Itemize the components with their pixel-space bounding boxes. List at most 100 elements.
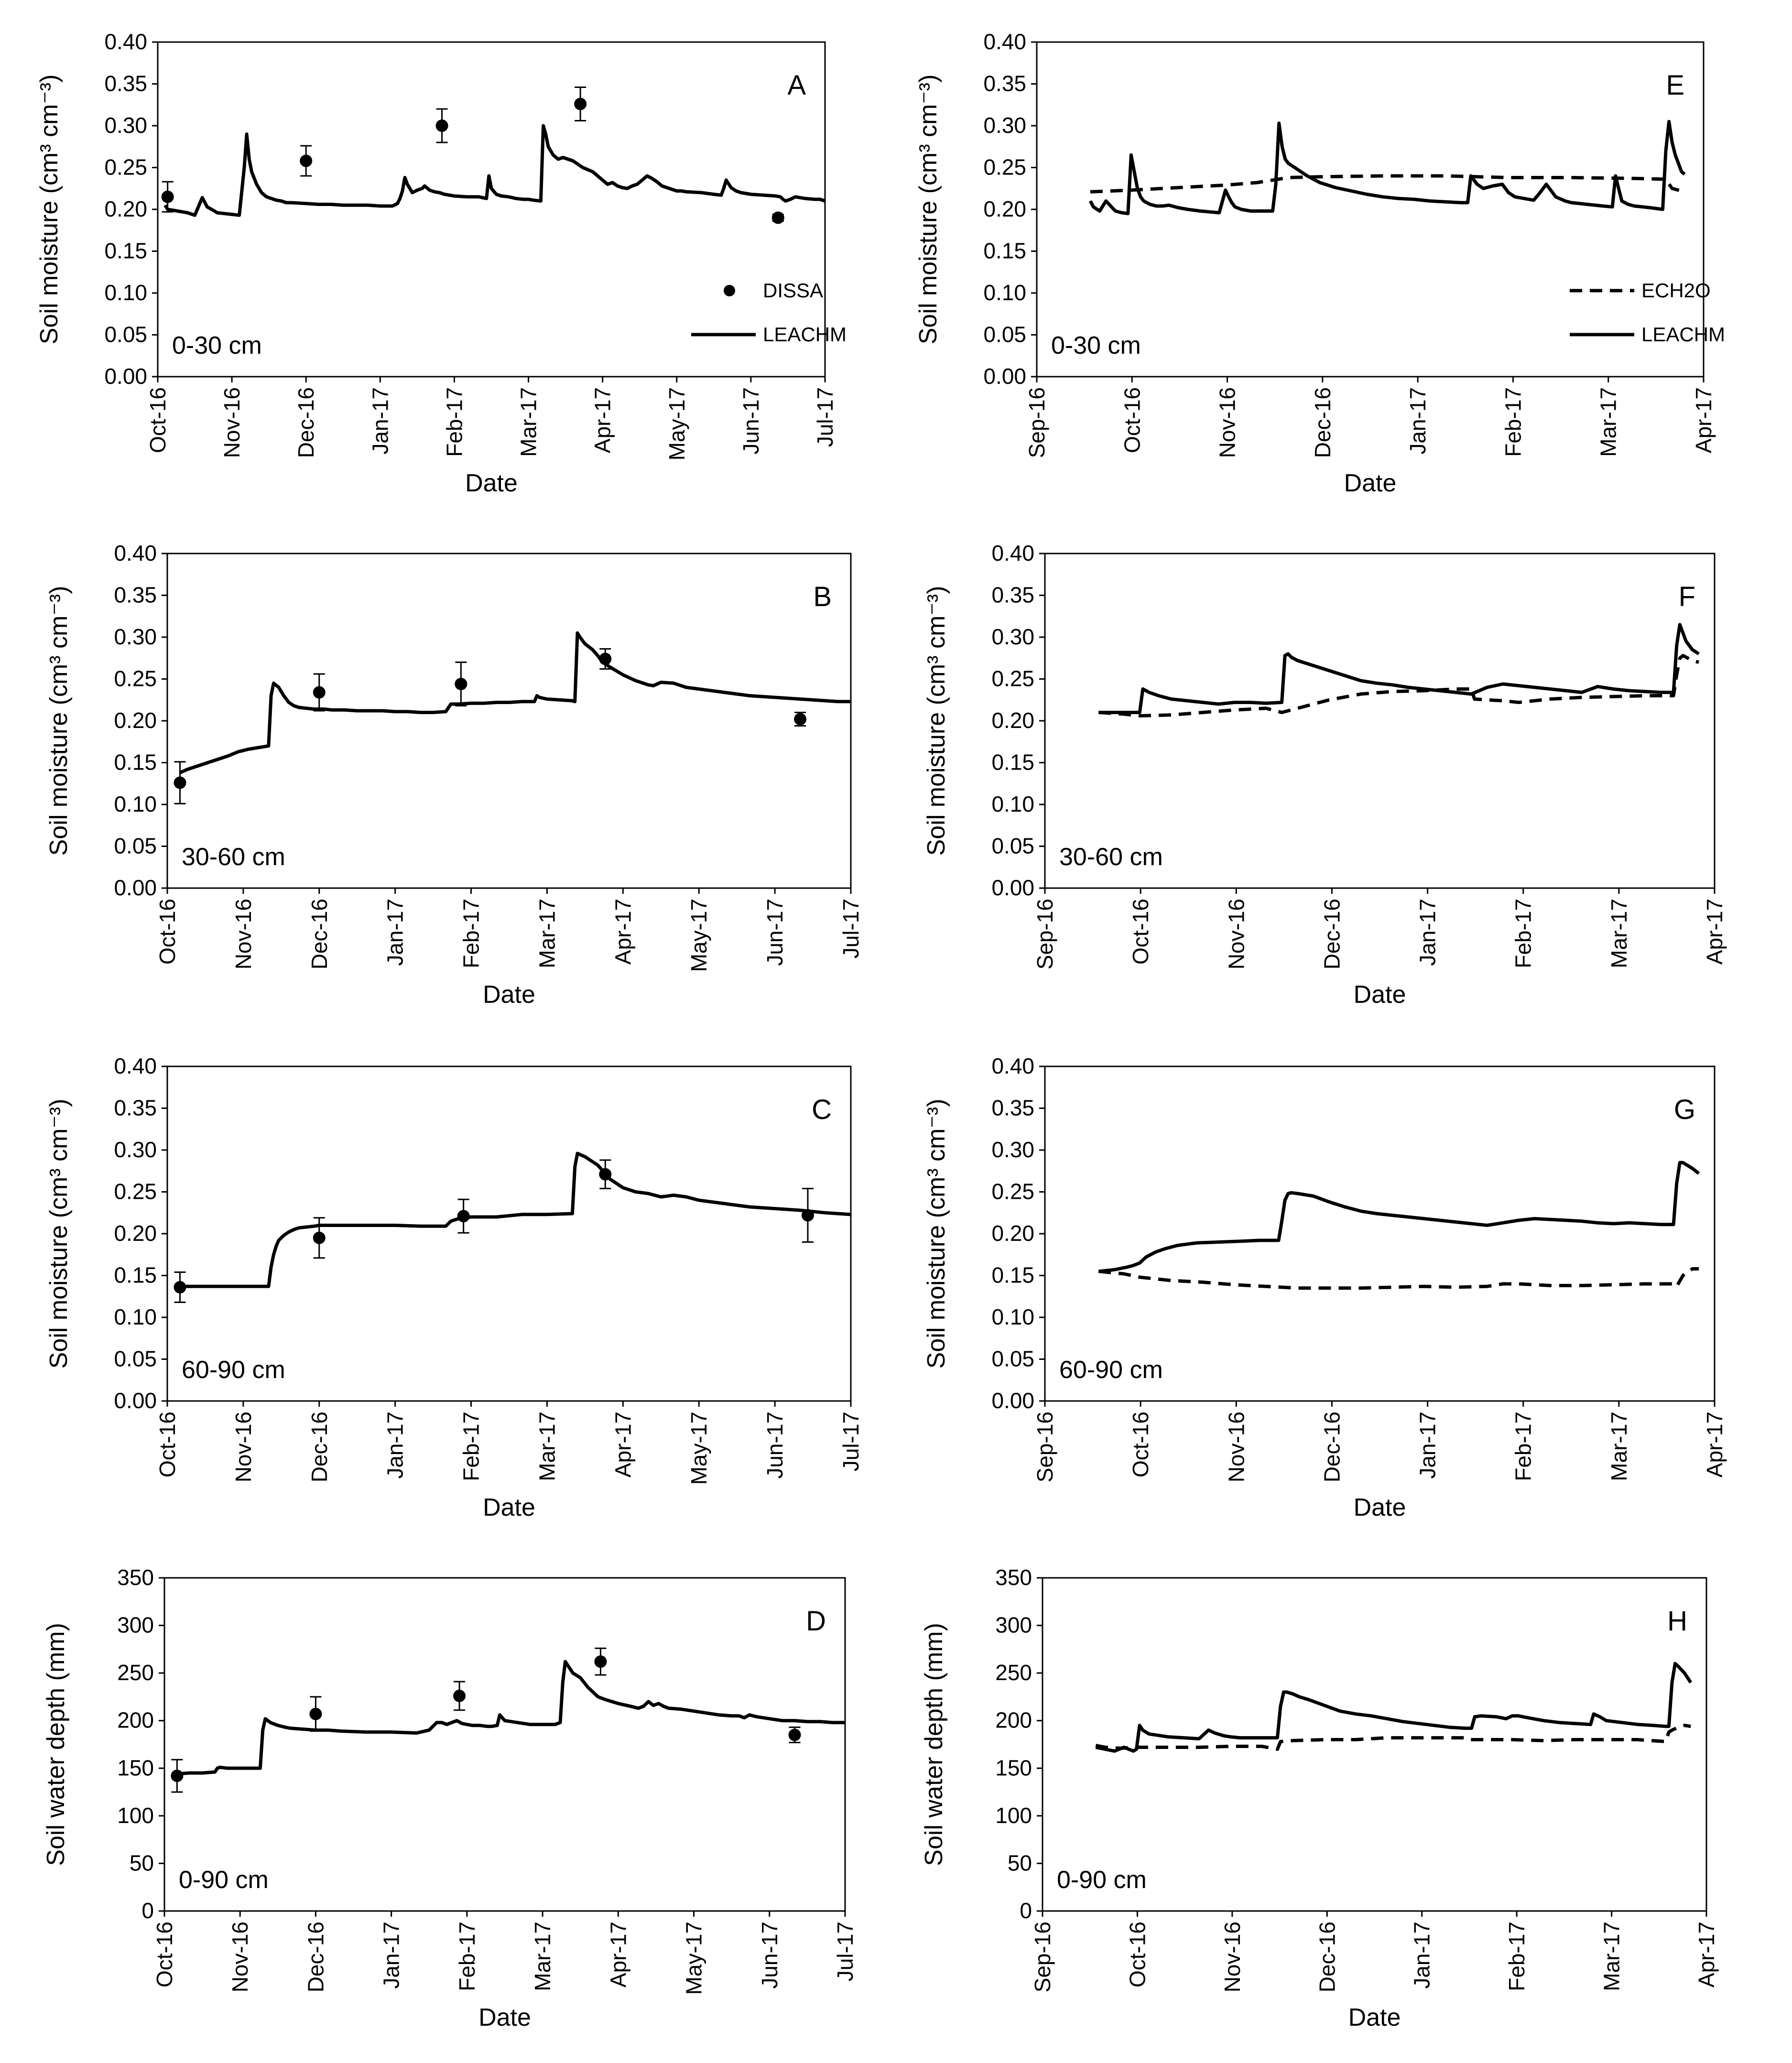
x-axis-title: Date bbox=[478, 2004, 531, 2031]
y-tick-label: 0.30 bbox=[114, 1137, 157, 1162]
y-tick-label: 0.00 bbox=[114, 875, 157, 900]
y-tick-label: 0.30 bbox=[104, 113, 147, 138]
y-tick-label: 0.30 bbox=[991, 624, 1034, 649]
y-axis-title: Soil water depth (mm) bbox=[920, 1623, 948, 1866]
x-tick-label: Oct-16 bbox=[1128, 899, 1153, 965]
y-axis-title: Soil moisture (cm³ cm⁻³) bbox=[923, 1099, 950, 1369]
y-tick-label: 0.15 bbox=[991, 750, 1034, 775]
panel-letter: B bbox=[813, 581, 832, 612]
y-tick-label: 0.40 bbox=[114, 541, 157, 565]
x-tick-label: Nov-16 bbox=[228, 1922, 252, 1992]
x-tick-label: Mar-17 bbox=[1596, 387, 1621, 457]
y-tick-label: 0.20 bbox=[114, 708, 157, 733]
series-line-ech2o bbox=[1098, 654, 1699, 717]
y-tick-label: 0.00 bbox=[991, 875, 1034, 900]
y-tick-label: 0.20 bbox=[991, 1221, 1034, 1246]
y-tick-label: 0.35 bbox=[114, 583, 157, 608]
y-tick-label: 200 bbox=[117, 1708, 154, 1733]
panel-h: 0 50 100 150 200 250 300 350 Sep-16 Oct-16 Nov-16 D… bbox=[920, 1565, 1719, 2031]
panel-letter: D bbox=[806, 1606, 826, 1637]
y-tick-label: 0.40 bbox=[991, 1053, 1034, 1078]
x-tick-label: Oct-16 bbox=[152, 1922, 177, 1987]
data-point-dissa bbox=[313, 1231, 326, 1244]
depth-label: 0-30 cm bbox=[172, 332, 262, 359]
data-point-dissa bbox=[794, 713, 807, 726]
panel-c: 0.00 0.05 0.10 0.15 0.20 0.25 0.30 0.35 0.40 Oct-… bbox=[45, 1053, 863, 1521]
x-tick-label: Mar-17 bbox=[530, 1922, 555, 1991]
y-tick-label: 0.20 bbox=[983, 196, 1026, 221]
y-tick-label: 0.15 bbox=[104, 239, 147, 263]
plot-frame bbox=[1036, 41, 1705, 378]
y-tick-label: 0.25 bbox=[104, 155, 147, 180]
y-tick-label: 0.20 bbox=[104, 196, 147, 221]
y-tick-label: 0.05 bbox=[991, 1346, 1034, 1371]
x-tick-label: Nov-16 bbox=[1215, 387, 1240, 458]
x-tick-label: Mar-17 bbox=[1599, 1922, 1624, 1991]
y-tick-label: 0.15 bbox=[991, 1263, 1034, 1288]
x-tick-label: Dec-16 bbox=[303, 1922, 328, 1992]
depth-label: 30-60 cm bbox=[182, 843, 285, 871]
y-tick-label: 100 bbox=[117, 1803, 154, 1828]
y-tick-label: 50 bbox=[130, 1850, 154, 1875]
x-tick-label: Apr-17 bbox=[610, 1412, 635, 1477]
x-tick-label: Jan-17 bbox=[1405, 387, 1430, 455]
y-tick-label: 0.15 bbox=[983, 239, 1026, 263]
series-line-leachm bbox=[179, 631, 851, 774]
x-tick-label: Nov-16 bbox=[219, 387, 244, 458]
plot-frame bbox=[157, 41, 826, 378]
x-tick-label: Mar-17 bbox=[1607, 899, 1631, 968]
x-tick-label: Jan-17 bbox=[1415, 1412, 1440, 1479]
x-axis-title: Date bbox=[1354, 1494, 1406, 1521]
panel-a: 0.00 0.05 0.10 0.15 0.20 0.25 0.30 0.35 0.40 Oct-… bbox=[35, 29, 847, 497]
y-tick-label: 0.10 bbox=[114, 792, 157, 816]
x-axis-title: Date bbox=[1354, 981, 1406, 1009]
x-tick-label: Nov-16 bbox=[231, 899, 256, 969]
y-tick-label: 50 bbox=[1008, 1850, 1032, 1875]
x-axis-title: Date bbox=[1348, 2004, 1401, 2031]
data-point-dissa bbox=[453, 1689, 466, 1702]
y-tick-label: 0.05 bbox=[104, 322, 147, 347]
plot-frame bbox=[1044, 553, 1716, 889]
x-tick-label: Sep-16 bbox=[1030, 1922, 1055, 1992]
x-tick-label: May-17 bbox=[686, 899, 711, 972]
x-tick-label: Jan-17 bbox=[1410, 1922, 1434, 1989]
series-line-leachm bbox=[1098, 1161, 1700, 1273]
legend-label: LEACHM bbox=[763, 323, 847, 346]
panel-g: 0.00 0.05 0.10 0.15 0.20 0.25 0.30 0.35 0.40 Sep-… bbox=[923, 1053, 1727, 1521]
series-line-leachm bbox=[180, 1151, 851, 1288]
data-point-dissa bbox=[599, 652, 612, 665]
y-tick-label: 0 bbox=[1020, 1898, 1032, 1923]
y-tick-label: 0.10 bbox=[104, 280, 147, 305]
panel-letter: F bbox=[1679, 581, 1695, 612]
x-tick-label: Apr-17 bbox=[1694, 1922, 1719, 1987]
x-tick-label: Dec-16 bbox=[293, 387, 318, 458]
series-line-leachm bbox=[177, 1660, 845, 1776]
x-tick-label: Jun-17 bbox=[739, 387, 763, 455]
y-tick-label: 0.25 bbox=[114, 666, 157, 691]
x-tick-label: Dec-16 bbox=[1310, 387, 1335, 458]
x-tick-label: Feb-17 bbox=[442, 387, 467, 457]
data-point-dissa bbox=[171, 1770, 184, 1782]
legend: ECH2O LEACHM bbox=[1570, 279, 1725, 346]
x-tick-label: Nov-16 bbox=[231, 1412, 256, 1482]
x-tick-label: Feb-17 bbox=[459, 1412, 484, 1481]
series-line-leachm bbox=[163, 124, 826, 217]
x-tick-label: Jul-17 bbox=[838, 1412, 863, 1471]
x-tick-label: Nov-16 bbox=[1224, 899, 1249, 969]
y-tick-label: 0.40 bbox=[991, 541, 1034, 565]
data-point-dissa bbox=[161, 190, 174, 203]
legend-marker bbox=[724, 285, 735, 296]
x-tick-label: Oct-16 bbox=[155, 1412, 180, 1477]
x-tick-label: Mar-17 bbox=[516, 387, 541, 457]
y-tick-label: 0.35 bbox=[104, 71, 147, 96]
x-tick-label: Nov-16 bbox=[1224, 1412, 1249, 1482]
x-tick-label: Jun-17 bbox=[762, 1412, 787, 1479]
depth-label: 60-90 cm bbox=[1059, 1356, 1163, 1384]
series-line-leachm bbox=[1095, 1661, 1693, 1753]
x-tick-label: Sep-16 bbox=[1032, 1412, 1057, 1482]
x-tick-label: Feb-17 bbox=[455, 1922, 479, 1991]
y-tick-label: 0.15 bbox=[114, 1263, 157, 1288]
y-tick-label: 0.35 bbox=[991, 1096, 1034, 1120]
y-tick-label: 0.05 bbox=[983, 322, 1026, 347]
y-tick-label: 0.10 bbox=[983, 280, 1026, 305]
